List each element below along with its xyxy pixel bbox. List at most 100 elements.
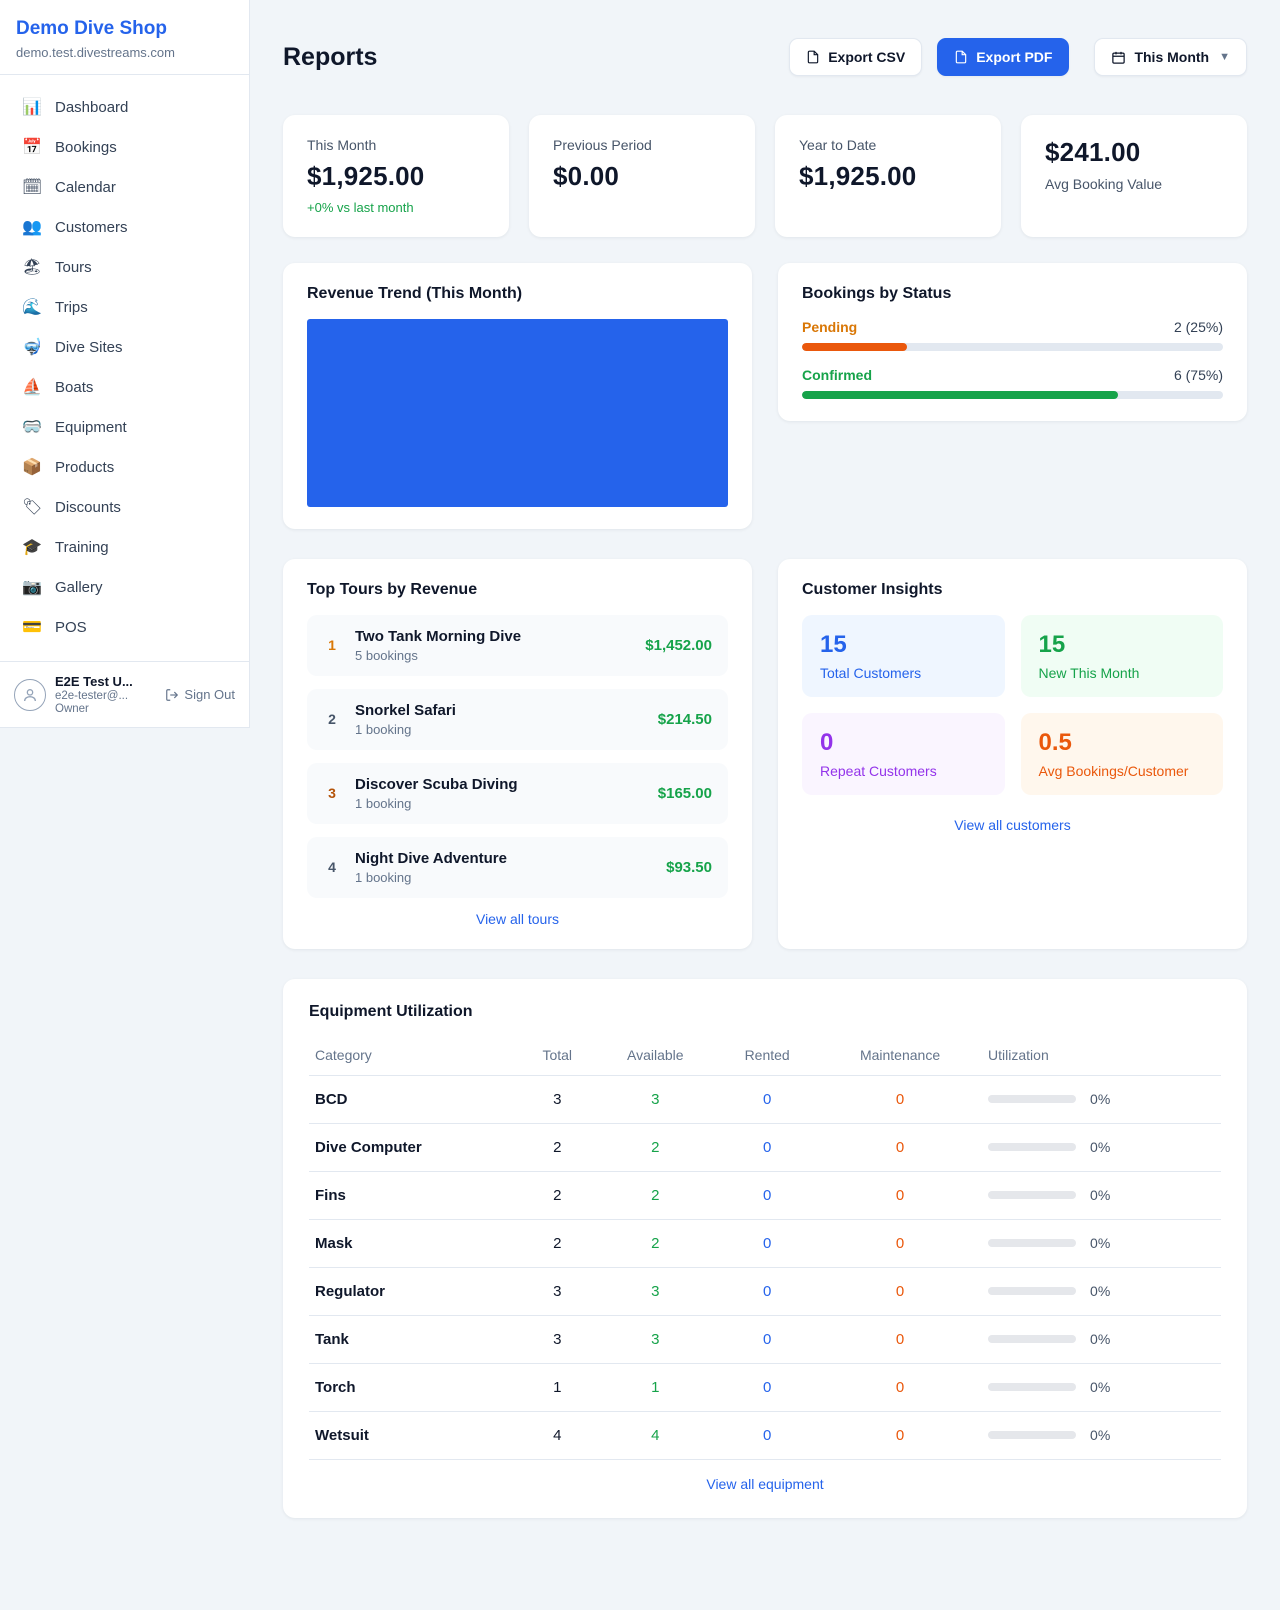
sidebar-item-equipment[interactable]: 🥽 Equipment [10,407,239,447]
cell-rented: 0 [716,1267,818,1316]
sidebar-item-trips[interactable]: 🌊 Trips [10,287,239,327]
utilization-track [988,1239,1077,1247]
cell-total: 2 [520,1171,595,1220]
cell-utilization: 0% [982,1075,1221,1124]
cell-rented: 0 [716,1411,818,1460]
sidebar-item-calendar[interactable]: 🗓 Calendar [10,167,239,207]
utilization-text: 0% [1090,1187,1111,1203]
stat-value: $1,925.00 [307,160,425,191]
avatar [14,678,46,711]
shop-name[interactable]: Demo Dive Shop [16,18,167,39]
export-csv-button[interactable]: Export CSV [789,38,923,77]
sidebar-item-customers[interactable]: 👥 Customers [10,207,239,247]
table-row: Fins 2 2 0 0 0% [309,1171,1221,1220]
utilization-text: 0% [1090,1283,1111,1299]
sidebar-item-label: Dive Sites [55,338,123,356]
cell-category: Mask [309,1219,521,1268]
view-all-equipment-link[interactable]: View all equipment [706,1475,824,1492]
sidebar-item-pos[interactable]: 💳 POS [10,607,239,647]
cell-total: 4 [520,1411,595,1460]
training-icon: 🎓 [22,539,42,556]
cell-available: 3 [594,1075,717,1124]
stat-label: Avg Booking Value [1045,175,1163,192]
sidebar-item-dashboard[interactable]: 📊 Dashboard [10,87,239,127]
insight-tile: 15 Total Customers [802,614,1005,697]
cell-category: Torch [309,1363,521,1412]
stat-card-avg-booking-value: $241.00 Avg Booking Value [1021,114,1247,237]
sidebar-item-boats[interactable]: ⛵ Boats [10,367,239,407]
utilization-text: 0% [1090,1139,1111,1155]
insight-label: Avg Bookings/Customer [1038,762,1189,779]
sign-out-button[interactable]: Sign Out [165,687,235,702]
utilization-track [988,1335,1077,1343]
utilization-text: 0% [1090,1379,1111,1395]
cell-available: 1 [594,1363,717,1412]
revenue-bar-chart [307,318,728,507]
sign-out-label: Sign Out [184,687,235,702]
insight-value: 0.5 [1038,728,1072,756]
tour-list: 1 Two Tank Morning Dive 5 bookings $1,45… [307,614,728,898]
stat-value: $241.00 [1045,136,1141,167]
cell-rented: 0 [716,1363,818,1412]
stat-card-this-month: This Month $1,925.00 +0% vs last month [283,114,509,237]
cell-maintenance: 0 [818,1123,983,1172]
tour-row: 3 Discover Scuba Diving 1 booking $165.0… [307,762,728,824]
sidebar-item-label: Dashboard [55,98,129,116]
cell-total: 3 [520,1075,595,1124]
sidebar-item-label: Equipment [55,418,127,436]
table-row: Mask 2 2 0 0 0% [309,1219,1221,1268]
cell-maintenance: 0 [818,1219,983,1268]
sidebar-item-training[interactable]: 🎓 Training [10,527,239,567]
tour-rank-badge: 3 [328,785,336,801]
stat-card-previous-period: Previous Period $0.00 [529,114,755,237]
tour-name: Snorkel Safari [355,701,456,719]
shop-domain: demo.test.divestreams.com [16,45,175,60]
tour-rank-badge: 1 [328,637,336,653]
table-row: Torch 1 1 0 0 0% [309,1363,1221,1412]
sidebar-item-discounts[interactable]: 🏷 Discounts [10,487,239,527]
sidebar-item-dive-sites[interactable]: 🤿 Dive Sites [10,327,239,367]
export-pdf-button[interactable]: Export PDF [937,38,1070,77]
cell-maintenance: 0 [818,1411,983,1460]
sidebar-nav: 📊 Dashboard 📅 Bookings 🗓 Calendar 👥 Cust… [0,75,249,661]
cell-utilization: 0% [982,1267,1221,1316]
sidebar-item-products[interactable]: 📦 Products [10,447,239,487]
sidebar-item-bookings[interactable]: 📅 Bookings [10,127,239,167]
insight-tile: 15 New This Month [1020,614,1223,697]
status-label: Confirmed [802,366,872,383]
utilization-text: 0% [1090,1091,1111,1107]
col-utilization: Utilization [982,1036,1221,1076]
discounts-icon: 🏷 [22,499,43,516]
cell-rented: 0 [716,1315,818,1364]
col-rented: Rented [716,1036,818,1076]
cell-utilization: 0% [982,1219,1221,1268]
stat-delta: +0% vs last month [307,199,414,215]
status-row: Pending 2 (25%) [802,319,1223,351]
cell-utilization: 0% [982,1363,1221,1412]
table-row: Dive Computer 2 2 0 0 0% [309,1123,1221,1172]
view-all-tours-link[interactable]: View all tours [475,910,559,927]
view-all-customers-link[interactable]: View all customers [954,816,1071,833]
sidebar-item-label: POS [55,618,87,636]
user-role: Owner [55,703,89,715]
cell-utilization: 0% [982,1123,1221,1172]
stats-row: This Month $1,925.00 +0% vs last month P… [283,114,1247,237]
sidebar-item-gallery[interactable]: 📷 Gallery [10,567,239,607]
table-row: BCD 3 3 0 0 0% [309,1075,1221,1124]
period-dropdown[interactable]: This Month ▼ [1094,38,1247,77]
tour-row: 4 Night Dive Adventure 1 booking $93.50 [307,836,728,898]
bookings-by-status-title: Bookings by Status [802,284,952,302]
sidebar-item-tours[interactable]: 🏖 Tours [10,247,239,287]
gallery-icon: 📷 [22,579,42,596]
stat-label: Year to Date [799,136,877,153]
sidebar-item-label: Gallery [55,578,103,596]
cell-rented: 0 [716,1123,818,1172]
revenue-trend-card: Revenue Trend (This Month) [283,262,752,529]
tour-bookings: 1 booking [355,795,412,811]
cell-utilization: 0% [982,1171,1221,1220]
cell-available: 4 [594,1411,717,1460]
stat-value: $0.00 [553,160,620,191]
customers-icon: 👥 [22,219,42,236]
insight-tile: 0 Repeat Customers [802,712,1005,795]
